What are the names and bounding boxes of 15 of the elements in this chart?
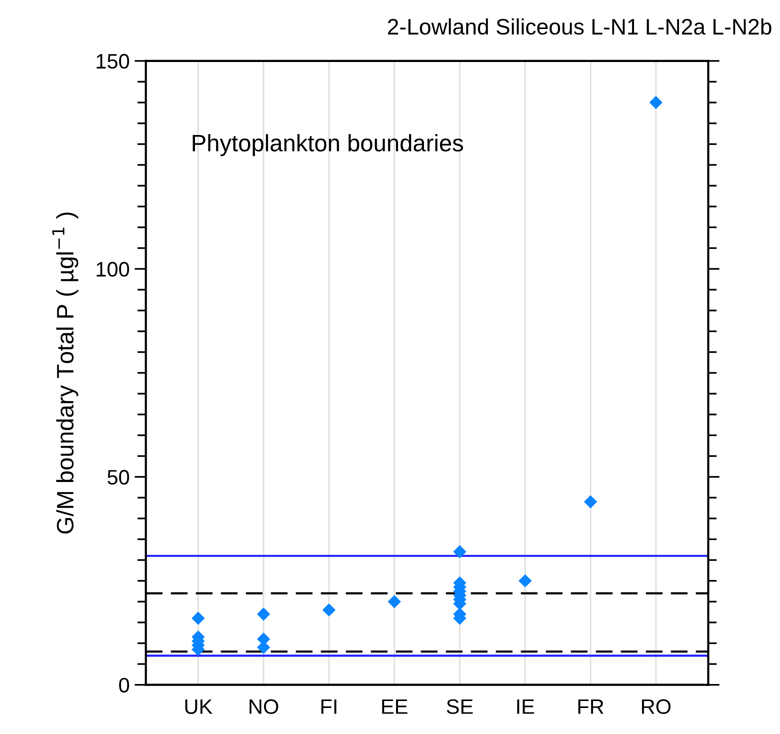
x-tick-label: SE — [446, 699, 473, 714]
x-tick-label: RO — [642, 699, 671, 714]
x-tick-label: NO — [250, 699, 278, 714]
x-tick-label: FI — [321, 699, 336, 714]
chart-title: 2-Lowland Siliceous L-N1 L-N2a L-N2b — [388, 18, 772, 35]
y-axis-title: G/M boundary Total P ( µgl$^{−1}$ ) — [52, 212, 78, 534]
y-tick-label: 50 — [108, 470, 130, 485]
y-tick-label: 0 — [119, 678, 130, 693]
x-tick-label: UK — [185, 699, 212, 714]
y-tick-label: 100 — [96, 262, 130, 277]
x-tick-label: FR — [578, 699, 604, 714]
annotation: Phytoplankton boundaries — [192, 134, 464, 156]
y-tick-label: 150 — [96, 54, 130, 69]
x-tick-label: EE — [382, 699, 408, 714]
x-tick-label: IE — [517, 699, 534, 714]
